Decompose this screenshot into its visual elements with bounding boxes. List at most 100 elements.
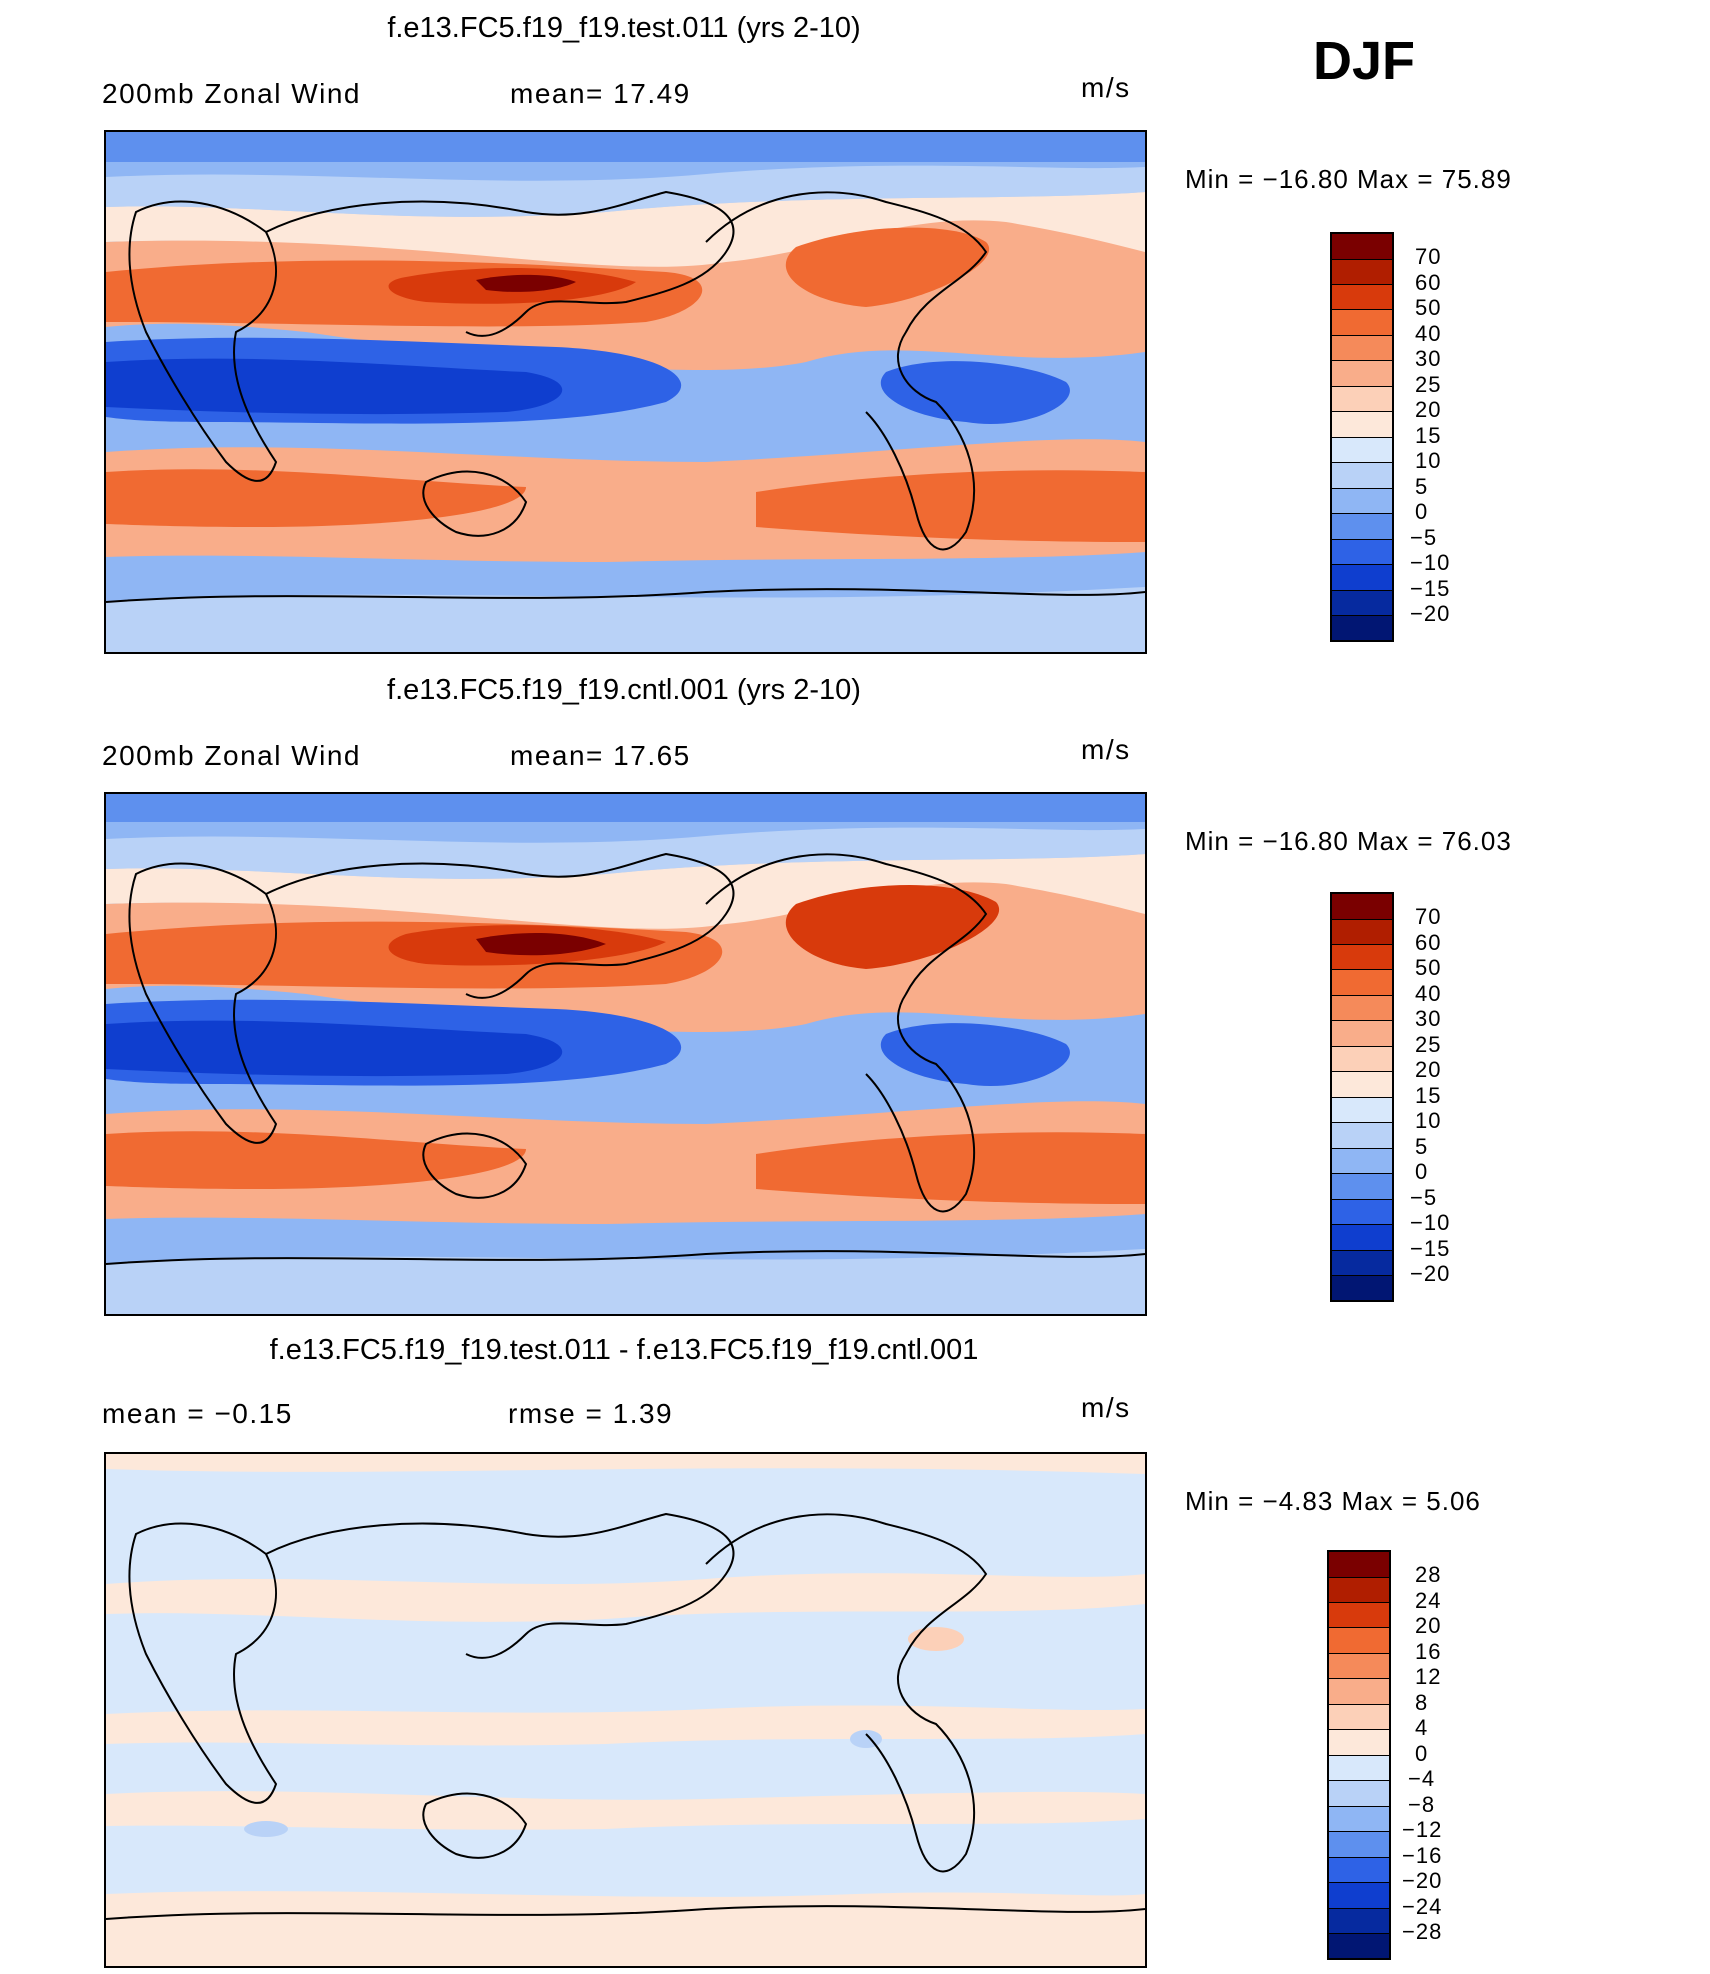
coastlines xyxy=(106,1512,1145,1920)
panel-1-mean-label: mean= 17.49 xyxy=(510,78,691,109)
panel-3-units: m/s xyxy=(1081,1392,1131,1423)
colorbar-label: −5 xyxy=(1410,1185,1438,1210)
colorbar-cell xyxy=(1332,1123,1392,1149)
band-positive xyxy=(106,1705,1145,1746)
polar-band xyxy=(106,132,1145,162)
colorbar-cell xyxy=(1332,565,1392,591)
colorbar-cell xyxy=(1332,1174,1392,1200)
band-south-jet-indian xyxy=(106,1131,526,1189)
colorbar-cell xyxy=(1329,1578,1389,1603)
band-tropics-americas xyxy=(880,1023,1070,1086)
band-jet-atlantic xyxy=(785,227,990,307)
band-jet-max xyxy=(476,932,606,956)
colorbar-cell xyxy=(1332,489,1392,514)
colorbar-label: 20 xyxy=(1415,397,1442,422)
panel-1-units: m/s xyxy=(1081,72,1131,103)
panel-1-title: f.e13.FC5.f19_f19.test.011 (yrs 2-10) xyxy=(387,12,861,44)
coastlines xyxy=(106,190,1145,603)
colorbar-label: 16 xyxy=(1415,1639,1442,1664)
band-antarctic xyxy=(106,1249,1145,1314)
colorbar-label: −5 xyxy=(1410,525,1438,550)
colorbar-label: 5 xyxy=(1415,1134,1429,1159)
colorbar-cell xyxy=(1332,1276,1392,1300)
colorbar-cell xyxy=(1329,1832,1389,1858)
panel-2-variable-label: 200mb Zonal Wind xyxy=(102,740,362,771)
colorbar-cell xyxy=(1329,1934,1389,1958)
panel-3-mean-label: mean = −0.15 xyxy=(102,1398,293,1429)
colorbar-cell xyxy=(1332,387,1392,412)
colorbar-cell xyxy=(1332,234,1392,260)
colorbar-cell xyxy=(1329,1756,1389,1781)
band-positive xyxy=(106,1891,1145,1966)
band-jet-max xyxy=(476,274,576,292)
colorbar-label: 60 xyxy=(1415,270,1442,295)
colorbar-cell xyxy=(1329,1883,1389,1909)
colorbar-label: 28 xyxy=(1415,1562,1442,1587)
colorbar-label: −20 xyxy=(1410,1261,1451,1286)
band-positive xyxy=(106,1791,1145,1830)
panel-2-mean-label: mean= 17.65 xyxy=(510,740,691,771)
colorbar-cell xyxy=(1332,1098,1392,1123)
colorbar-cell xyxy=(1329,1603,1389,1628)
band-tropics-core xyxy=(106,358,563,415)
colorbar-label: −12 xyxy=(1402,1817,1443,1842)
colorbar-label: 15 xyxy=(1415,423,1442,448)
colorbar-label: 50 xyxy=(1415,955,1442,980)
colorbar-cell xyxy=(1329,1858,1389,1883)
colorbar-label: 25 xyxy=(1415,372,1442,397)
colorbar-cell xyxy=(1332,412,1392,438)
colorbar-label: −20 xyxy=(1410,601,1451,626)
band-negative-peak xyxy=(244,1821,288,1837)
panel-2-map xyxy=(104,792,1147,1316)
panel-3-map xyxy=(104,1452,1147,1968)
colorbar-label: 15 xyxy=(1415,1083,1442,1108)
band-south-jet-indian xyxy=(106,469,526,527)
colorbar-cell xyxy=(1332,361,1392,387)
colorbar-cell xyxy=(1332,591,1392,616)
panel-2-minmax: Min = −16.80 Max = 76.03 xyxy=(1185,826,1512,856)
colorbar-cell xyxy=(1332,438,1392,463)
panel-1-minmax: Min = −16.80 Max = 75.89 xyxy=(1185,164,1512,194)
panel-1-colorbar xyxy=(1330,232,1394,642)
band-positive xyxy=(106,1454,1145,1474)
colorbar-label: 0 xyxy=(1415,1741,1429,1766)
colorbar-cell xyxy=(1332,945,1392,970)
colorbar-cell xyxy=(1329,1628,1389,1654)
colorbar-cell xyxy=(1329,1807,1389,1832)
colorbar-cell xyxy=(1332,1149,1392,1174)
colorbar-label: −8 xyxy=(1408,1792,1436,1817)
colorbar-label: 60 xyxy=(1415,930,1442,955)
colorbar-cell xyxy=(1332,285,1392,310)
colorbar-cell xyxy=(1332,514,1392,540)
colorbar-label: 5 xyxy=(1415,474,1429,499)
colorbar-label: 20 xyxy=(1415,1057,1442,1082)
colorbar-label: −10 xyxy=(1410,1210,1451,1235)
panel-2-title: f.e13.FC5.f19_f19.cntl.001 (yrs 2-10) xyxy=(387,674,861,706)
colorbar-label: −24 xyxy=(1402,1894,1443,1919)
colorbar-label: 8 xyxy=(1415,1690,1429,1715)
polar-band xyxy=(106,794,1145,822)
band-tropics-core xyxy=(106,1020,563,1077)
colorbar-label: −15 xyxy=(1410,576,1451,601)
colorbar-label: 40 xyxy=(1415,321,1442,346)
panel-1-map xyxy=(104,130,1147,654)
panel-1-map-plot xyxy=(106,132,1145,652)
colorbar-cell xyxy=(1332,260,1392,285)
colorbar-label: 40 xyxy=(1415,981,1442,1006)
colorbar-cell xyxy=(1332,463,1392,489)
colorbar-cell xyxy=(1332,1072,1392,1098)
panel-3-rmse-label: rmse = 1.39 xyxy=(508,1398,674,1429)
panel-2-colorbar xyxy=(1330,892,1394,1302)
colorbar-label: 12 xyxy=(1415,1664,1442,1689)
colorbar-cell xyxy=(1332,920,1392,945)
colorbar-cell xyxy=(1332,1225,1392,1251)
colorbar-cell xyxy=(1332,1021,1392,1047)
colorbar-label: 10 xyxy=(1415,1108,1442,1133)
colorbar-cell xyxy=(1329,1909,1389,1934)
band-antarctic xyxy=(106,587,1145,652)
colorbar-cell xyxy=(1329,1730,1389,1756)
colorbar-label: 4 xyxy=(1415,1715,1429,1740)
colorbar-label: −15 xyxy=(1410,1236,1451,1261)
band-jet-atlantic xyxy=(785,884,1000,969)
panel-3-minmax: Min = −4.83 Max = 5.06 xyxy=(1185,1486,1481,1516)
